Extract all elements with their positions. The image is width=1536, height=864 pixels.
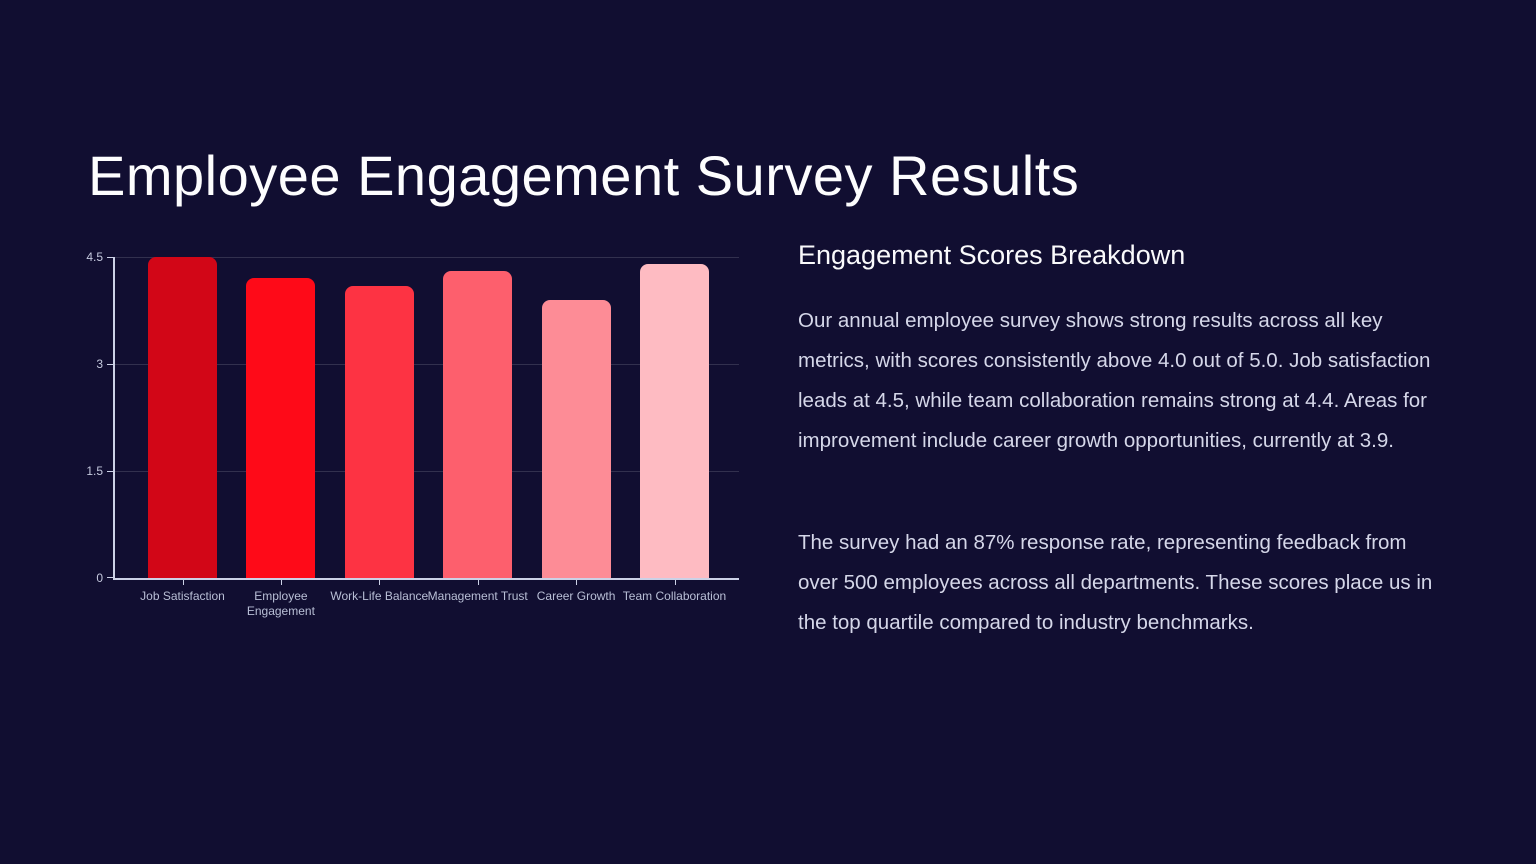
y-tick-mark — [107, 364, 113, 365]
bar-team-collaboration — [640, 264, 709, 578]
text-column: Engagement Scores Breakdown Our annual e… — [798, 240, 1450, 643]
x-tick-mark — [576, 580, 578, 585]
bar-job-satisfaction — [148, 257, 217, 578]
bar-employee-engagement — [246, 278, 316, 578]
page-title: Employee Engagement Survey Results — [88, 143, 1080, 207]
x-tick-mark — [379, 580, 381, 585]
x-tick-mark — [674, 580, 676, 585]
y-tick-mark — [107, 577, 113, 578]
x-tick-mark — [280, 580, 282, 585]
x-axis-label-career-growth: Career Growth — [536, 589, 616, 603]
y-axis-label-4.5: 4.5 — [86, 250, 103, 264]
x-axis-label-work-life-balance: Work-Life Balance — [330, 589, 429, 603]
bar-career-growth — [541, 299, 611, 578]
y-axis-label-3: 3 — [96, 357, 103, 371]
y-axis-label-0: 0 — [96, 571, 103, 585]
y-tick-mark — [107, 257, 113, 258]
chart-plot: 0 1.5 3 4.5 Job Satisfaction Employee Engagem… — [86, 250, 739, 618]
paragraph-scores-summary: Our annual employee survey shows strong … — [798, 309, 1431, 452]
bar-work-life-balance — [344, 285, 414, 578]
x-tick-mark — [182, 580, 184, 585]
x-tick-mark — [477, 580, 479, 585]
y-axis-label-1.5: 1.5 — [86, 464, 103, 478]
x-axis-label-management-trust: Management Trust — [427, 589, 528, 603]
x-axis-label-job-satisfaction: Job Satisfaction — [140, 589, 225, 603]
bar-management-trust — [443, 271, 513, 578]
x-axis-label-employee-engagement: Employee Engagement — [246, 589, 315, 618]
engagement-bar-chart: 0 1.5 3 4.5 Job Satisfaction Employee Engagem… — [86, 250, 739, 618]
y-tick-mark — [107, 471, 113, 472]
section-heading: Engagement Scores Breakdown — [798, 240, 1186, 270]
x-axis-label-team-collaboration: Team Collaboration — [622, 589, 727, 603]
paragraph-response-rate: The survey had an 87% response rate, rep… — [798, 531, 1433, 634]
